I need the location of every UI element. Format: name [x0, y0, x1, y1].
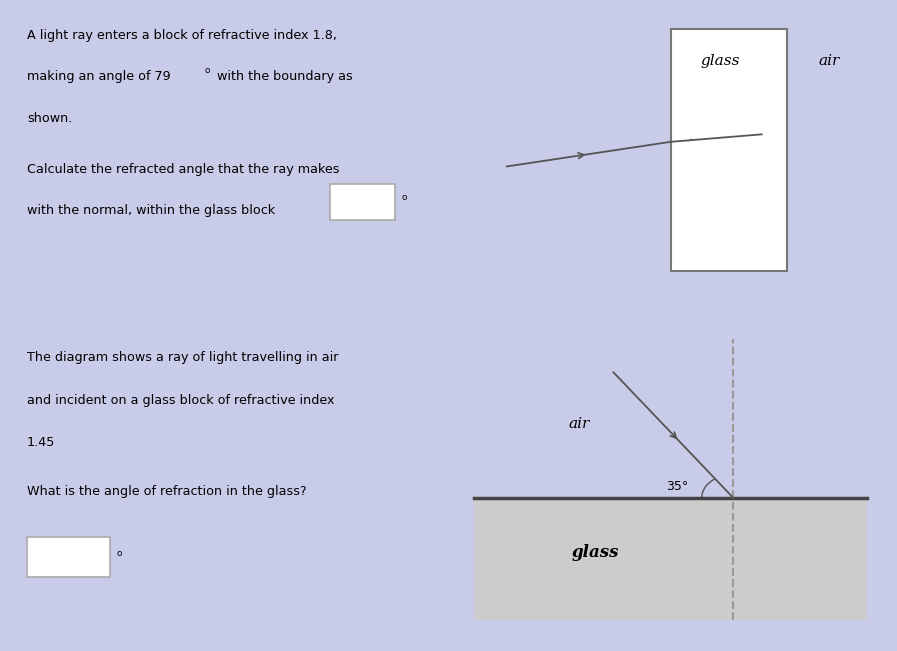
Text: 1.45: 1.45: [27, 436, 56, 449]
FancyBboxPatch shape: [27, 538, 109, 577]
FancyBboxPatch shape: [329, 184, 395, 220]
Text: Calculate the refracted angle that the ray makes: Calculate the refracted angle that the r…: [27, 163, 339, 176]
Text: The diagram shows a ray of light travelling in air: The diagram shows a ray of light travell…: [27, 351, 338, 364]
Text: glass: glass: [571, 544, 619, 561]
Text: o: o: [204, 66, 210, 74]
Bar: [670, 29, 788, 271]
Text: A light ray enters a block of refractive index 1.8,: A light ray enters a block of refractive…: [27, 29, 337, 42]
Bar: [475, 497, 867, 620]
Text: glass: glass: [701, 54, 740, 68]
Text: making an angle of 79: making an angle of 79: [27, 70, 170, 83]
Text: o: o: [117, 549, 122, 557]
Text: 35°: 35°: [666, 480, 689, 493]
Text: o: o: [402, 193, 407, 202]
Text: with the normal, within the glass block: with the normal, within the glass block: [27, 204, 275, 217]
Text: shown.: shown.: [27, 112, 73, 125]
Text: and incident on a glass block of refractive index: and incident on a glass block of refract…: [27, 394, 335, 407]
Text: with the boundary as: with the boundary as: [213, 70, 353, 83]
Text: air: air: [568, 417, 589, 431]
Text: What is the angle of refraction in the glass?: What is the angle of refraction in the g…: [27, 486, 307, 499]
Text: air: air: [818, 54, 840, 68]
